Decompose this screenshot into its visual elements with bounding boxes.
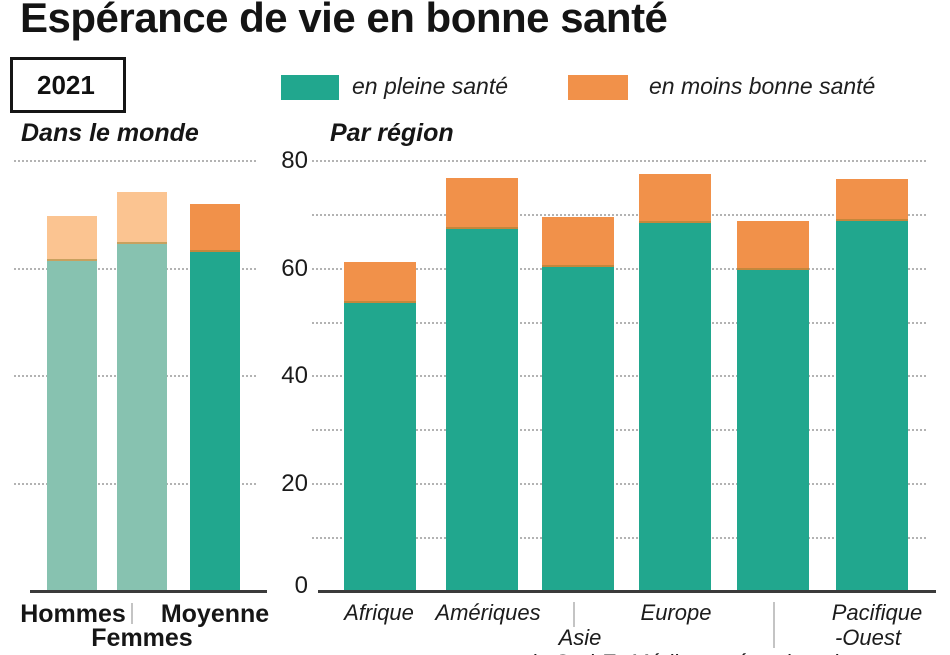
y-axis-tick-label: 60 xyxy=(281,254,308,282)
bar-segment-less-healthy xyxy=(117,192,167,245)
legend-swatch-less-healthy xyxy=(568,75,628,100)
gridline xyxy=(312,375,926,378)
bar-segment-healthy xyxy=(737,269,809,591)
category-label: de Sud-Est xyxy=(524,651,633,655)
page-title: Espérance de vie en bonne santé xyxy=(20,0,668,41)
bar-segment-less-healthy xyxy=(190,203,240,253)
bar-segment-healthy xyxy=(542,266,614,591)
category-label: Amériques xyxy=(435,600,541,625)
category-label: Afrique xyxy=(344,600,414,625)
y-axis-tick-label: 20 xyxy=(281,470,308,498)
bar-segment-less-healthy xyxy=(542,217,614,267)
category-label: Europe xyxy=(640,600,712,625)
bar-segment-healthy xyxy=(446,229,518,591)
chart-title-region: Par région xyxy=(330,119,454,147)
bar-segment-healthy xyxy=(639,223,711,591)
gridline xyxy=(312,321,926,324)
chart-title-world: Dans le monde xyxy=(21,119,199,147)
label-separator xyxy=(773,602,775,648)
year-badge: 2021 xyxy=(10,57,126,113)
x-axis-line-world xyxy=(30,590,267,593)
category-label: Hommes xyxy=(20,600,126,628)
bar-segment-less-healthy xyxy=(639,174,711,224)
bar-segment-healthy xyxy=(344,302,416,591)
bar-segment-less-healthy xyxy=(446,178,518,230)
y-axis-tick-label: 40 xyxy=(281,362,308,390)
bar-segment-healthy xyxy=(190,252,240,591)
gridline xyxy=(312,483,926,486)
bar-segment-healthy xyxy=(47,260,97,591)
category-label: -Ouest xyxy=(834,625,902,650)
bar-segment-less-healthy xyxy=(836,178,908,221)
gridline xyxy=(14,159,256,162)
bar-segment-healthy xyxy=(836,220,908,591)
category-label: Asie xyxy=(558,625,602,650)
label-separator xyxy=(573,602,575,627)
year-badge-text: 2021 xyxy=(37,70,95,100)
y-axis-tick-label: 80 xyxy=(281,146,308,174)
bar-segment-less-healthy xyxy=(737,220,809,270)
gridline xyxy=(312,429,926,432)
gridline xyxy=(312,537,926,540)
bar-segment-healthy xyxy=(117,244,167,591)
bar-segment-less-healthy xyxy=(47,215,97,261)
legend-label-healthy: en pleine santé xyxy=(352,73,509,99)
legend-label-less-healthy: en moins bonne santé xyxy=(649,73,876,99)
y-axis-tick-label: 0 xyxy=(294,572,308,599)
category-label: Méditerranée orientale xyxy=(630,651,850,655)
gridline xyxy=(312,267,926,270)
gridline xyxy=(312,159,926,162)
bar-segment-less-healthy xyxy=(344,262,416,303)
x-axis-line-region xyxy=(318,590,936,593)
category-label: Pacifique xyxy=(831,600,923,625)
category-label: Femmes xyxy=(91,624,193,652)
label-separator xyxy=(131,603,133,624)
legend-swatch-healthy xyxy=(281,75,339,100)
gridline xyxy=(312,213,926,216)
category-label: Moyenne xyxy=(160,600,270,628)
